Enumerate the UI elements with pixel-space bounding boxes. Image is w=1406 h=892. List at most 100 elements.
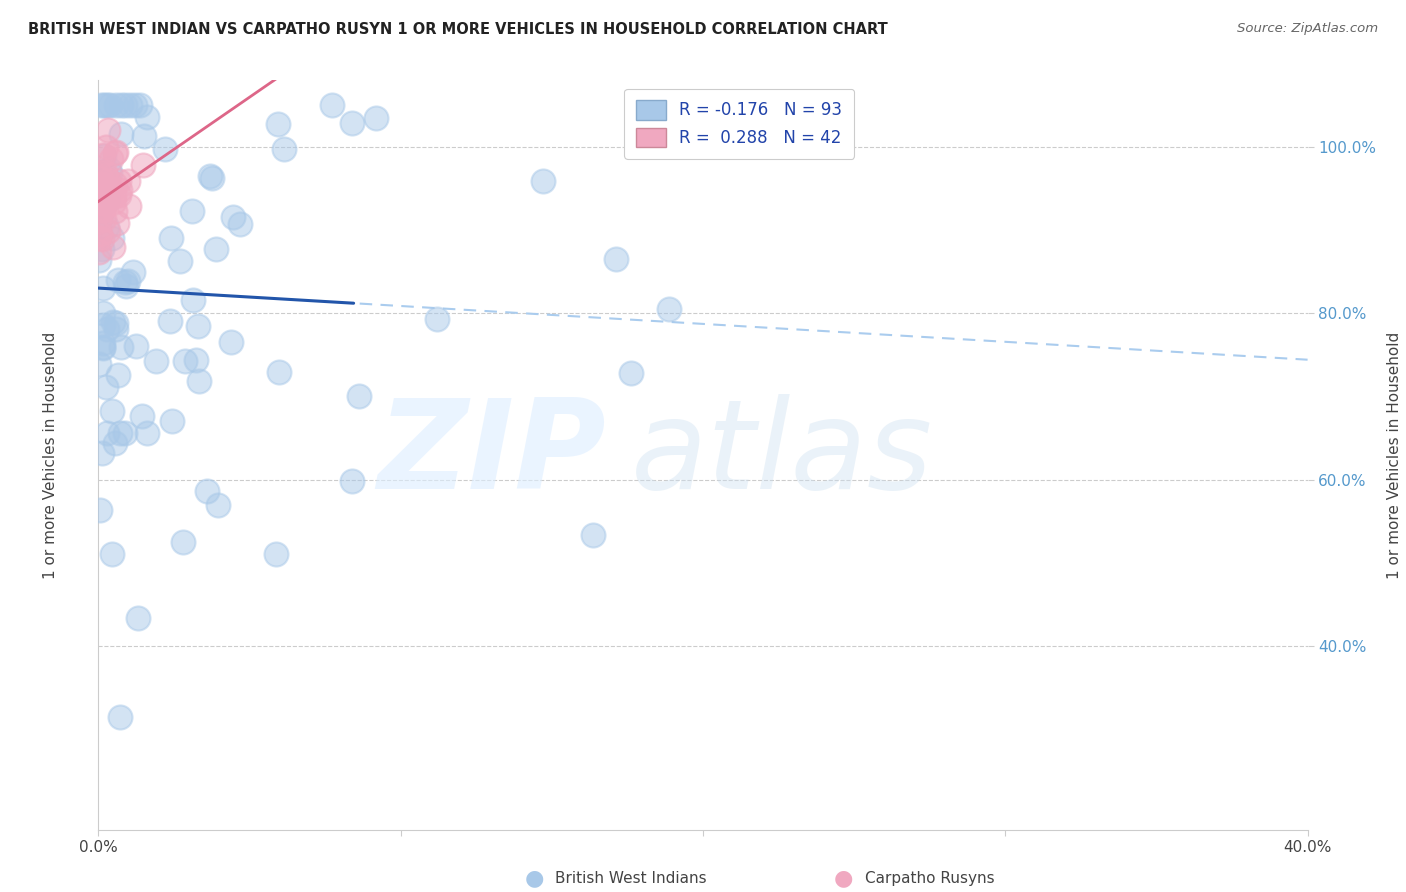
Point — [93, 168, 115, 182]
Point — [91, 178, 114, 192]
Point — [136, 425, 159, 440]
Point — [273, 142, 295, 156]
Point — [110, 98, 132, 112]
Point — [103, 195, 125, 210]
Point — [115, 279, 138, 293]
Point — [160, 414, 183, 428]
Point — [89, 190, 111, 204]
Point — [96, 194, 118, 208]
Point — [229, 217, 252, 231]
Point — [198, 169, 221, 184]
Text: ZIP: ZIP — [378, 394, 606, 516]
Point — [110, 340, 132, 354]
Point — [94, 179, 117, 194]
Point — [114, 275, 136, 289]
Point — [219, 334, 242, 349]
Point — [181, 203, 204, 218]
Point — [98, 161, 121, 176]
Point — [620, 366, 643, 380]
Point — [533, 174, 555, 188]
Point — [184, 352, 207, 367]
Point — [87, 358, 110, 372]
Point — [91, 306, 114, 320]
Point — [658, 302, 681, 317]
Text: ●: ● — [834, 869, 853, 888]
Y-axis label: 1 or more Vehicles in Household: 1 or more Vehicles in Household — [1388, 331, 1402, 579]
Point — [94, 190, 117, 204]
Point — [107, 174, 129, 188]
Point — [93, 212, 115, 227]
Point — [103, 189, 125, 203]
Point — [107, 273, 129, 287]
Point — [87, 184, 110, 198]
Point — [426, 312, 449, 326]
Point — [264, 547, 287, 561]
Point — [91, 336, 114, 351]
Point — [159, 314, 181, 328]
Point — [321, 98, 343, 112]
Point — [104, 322, 127, 336]
Point — [132, 128, 155, 143]
Point — [347, 389, 370, 403]
Point — [110, 425, 132, 440]
Point — [120, 98, 142, 112]
Point — [195, 483, 218, 498]
Point — [124, 339, 146, 353]
Text: atlas: atlas — [630, 394, 932, 516]
Point — [114, 98, 136, 112]
Point — [98, 166, 121, 180]
Point — [173, 353, 195, 368]
Point — [94, 379, 117, 393]
Point — [91, 281, 114, 295]
Point — [105, 216, 128, 230]
Point — [104, 204, 127, 219]
Text: ●: ● — [524, 869, 544, 888]
Point — [340, 116, 363, 130]
Point — [169, 253, 191, 268]
Point — [91, 148, 114, 162]
Point — [222, 210, 245, 224]
Point — [105, 317, 128, 331]
Point — [97, 123, 120, 137]
Legend: R = -0.176   N = 93, R =  0.288   N = 42: R = -0.176 N = 93, R = 0.288 N = 42 — [624, 88, 853, 159]
Point — [101, 547, 124, 561]
Point — [89, 195, 111, 210]
Point — [340, 474, 363, 488]
Point — [93, 149, 115, 163]
Point — [160, 231, 183, 245]
Point — [201, 170, 224, 185]
Text: British West Indians: British West Indians — [555, 871, 707, 886]
Point — [96, 322, 118, 336]
Text: 1 or more Vehicles in Household: 1 or more Vehicles in Household — [42, 331, 58, 579]
Point — [91, 169, 114, 183]
Point — [128, 98, 150, 112]
Point — [94, 165, 117, 179]
Point — [91, 201, 114, 215]
Point — [97, 224, 120, 238]
Point — [96, 220, 118, 235]
Point — [93, 98, 115, 112]
Point — [89, 178, 111, 193]
Text: BRITISH WEST INDIAN VS CARPATHO RUSYN 1 OR MORE VEHICLES IN HOUSEHOLD CORRELATIO: BRITISH WEST INDIAN VS CARPATHO RUSYN 1 … — [28, 22, 887, 37]
Point — [96, 98, 118, 112]
Point — [104, 177, 127, 191]
Point — [94, 140, 117, 154]
Text: Source: ZipAtlas.com: Source: ZipAtlas.com — [1237, 22, 1378, 36]
Point — [188, 374, 211, 388]
Point — [89, 231, 111, 245]
Point — [132, 158, 155, 172]
Point — [98, 98, 121, 112]
Point — [91, 318, 114, 333]
Point — [90, 171, 112, 186]
Point — [96, 189, 118, 203]
Point — [364, 111, 387, 125]
Point — [89, 213, 111, 227]
Point — [108, 187, 131, 202]
Point — [90, 98, 112, 112]
Text: Carpatho Rusyns: Carpatho Rusyns — [865, 871, 994, 886]
Point — [91, 202, 114, 217]
Point — [110, 127, 132, 141]
Point — [117, 174, 139, 188]
Point — [101, 231, 124, 245]
Point — [87, 165, 110, 179]
